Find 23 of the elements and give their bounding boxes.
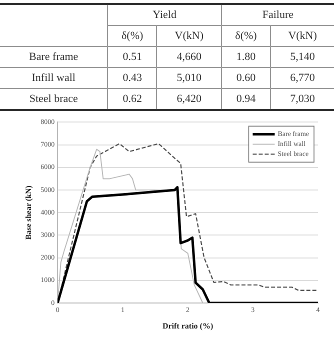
text: 6,420: [156, 88, 222, 110]
text: V(kN): [156, 26, 222, 46]
text: V(kN): [270, 26, 334, 46]
text: 0.62: [108, 88, 157, 110]
text: 0.60: [221, 68, 271, 88]
text: 6,770: [270, 68, 334, 88]
y-axis-title: Base shear (kN): [24, 185, 33, 240]
text: 4,660: [156, 46, 222, 68]
x-axis-title: Drift ratio (%): [162, 321, 214, 330]
text: Yield: [108, 4, 222, 26]
text: Infill wall: [0, 68, 108, 88]
text: δ(%): [221, 26, 271, 46]
text: 0.43: [108, 68, 157, 88]
text: Steel brace: [0, 88, 108, 110]
text: δ(%): [108, 26, 157, 46]
text: 7,030: [270, 88, 334, 110]
text: 0.94: [221, 88, 271, 110]
text: Bare frame: [0, 46, 108, 68]
text: 1.80: [221, 46, 271, 68]
text: 5,140: [270, 46, 334, 68]
text: 5,010: [156, 68, 222, 88]
text: 0.51: [108, 46, 157, 68]
text: Failure: [221, 4, 334, 26]
